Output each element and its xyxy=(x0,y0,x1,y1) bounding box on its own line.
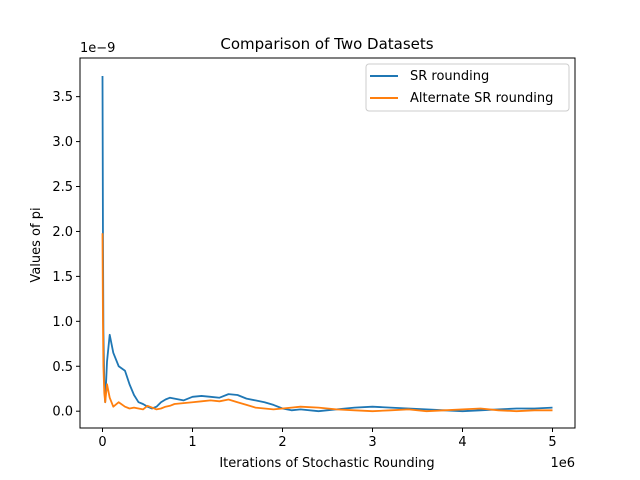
y-tick-label: 0.5 xyxy=(52,360,73,375)
y-axis-label: Values of pi xyxy=(29,207,44,282)
plot-area xyxy=(79,57,576,429)
series-layer xyxy=(101,75,553,413)
x-tick-label: 1 xyxy=(188,435,196,450)
y-tick-label: 3.5 xyxy=(52,90,73,105)
x-tick-label: 5 xyxy=(548,435,556,450)
y-axis: 0.0 0.5 1.0 1.5 2.0 2.5 3.0 3.5 xyxy=(52,90,80,420)
axes-frame xyxy=(79,57,576,429)
series-line-sr-rounding xyxy=(101,75,553,413)
y-offset-label: 1e−9 xyxy=(80,41,115,56)
legend: SR rounding Alternate SR rounding xyxy=(365,63,570,112)
x-axis: 0 1 2 3 4 5 xyxy=(98,428,557,450)
y-tick-label: 0.0 xyxy=(52,405,73,420)
x-tick-label: 2 xyxy=(278,435,286,450)
y-tick-label: 2.5 xyxy=(52,180,73,195)
legend-label-sr-rounding: SR rounding xyxy=(410,69,489,84)
legend-box xyxy=(365,63,570,112)
x-tick-label: 0 xyxy=(98,435,106,450)
x-axis-label: Iterations of Stochastic Rounding xyxy=(219,456,434,471)
y-tick-label: 3.0 xyxy=(52,135,73,150)
y-tick-label: 1.5 xyxy=(52,270,73,285)
chart-title: Comparison of Two Datasets xyxy=(220,35,433,53)
y-tick-label: 2.0 xyxy=(52,225,73,240)
x-offset-label: 1e6 xyxy=(550,456,575,471)
y-tick-label: 1.0 xyxy=(52,315,73,330)
x-tick-label: 4 xyxy=(458,435,466,450)
legend-label-alternate-sr-rounding: Alternate SR rounding xyxy=(410,91,553,106)
x-tick-label: 3 xyxy=(368,435,376,450)
series-line-alternate-sr-rounding xyxy=(101,233,553,413)
